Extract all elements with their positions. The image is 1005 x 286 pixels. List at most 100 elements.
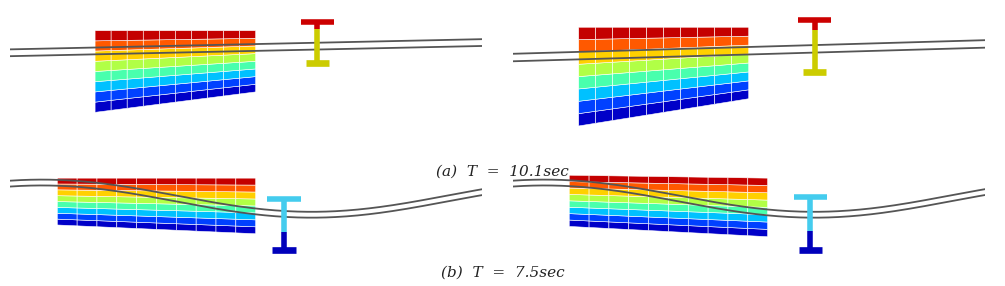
Polygon shape — [630, 71, 646, 84]
Polygon shape — [609, 182, 629, 189]
Polygon shape — [176, 217, 196, 225]
Polygon shape — [207, 63, 223, 73]
Polygon shape — [732, 45, 749, 55]
Polygon shape — [128, 40, 144, 50]
Polygon shape — [57, 219, 77, 226]
Polygon shape — [709, 191, 728, 199]
Polygon shape — [648, 190, 668, 197]
Polygon shape — [630, 104, 646, 118]
Polygon shape — [596, 109, 613, 123]
Polygon shape — [176, 178, 196, 185]
Polygon shape — [680, 57, 697, 68]
Polygon shape — [239, 38, 255, 47]
Polygon shape — [688, 226, 709, 234]
Polygon shape — [157, 178, 176, 185]
Polygon shape — [128, 68, 144, 79]
Polygon shape — [239, 31, 255, 39]
Polygon shape — [646, 49, 663, 60]
Polygon shape — [728, 178, 748, 185]
Polygon shape — [589, 188, 609, 196]
Polygon shape — [569, 214, 589, 221]
Polygon shape — [128, 31, 144, 40]
Polygon shape — [579, 51, 596, 64]
Polygon shape — [176, 224, 196, 231]
Polygon shape — [137, 178, 157, 184]
Polygon shape — [236, 226, 255, 234]
Polygon shape — [629, 196, 648, 203]
Polygon shape — [196, 191, 216, 198]
Polygon shape — [176, 65, 191, 75]
Polygon shape — [688, 191, 709, 198]
Polygon shape — [613, 95, 630, 109]
Polygon shape — [569, 182, 589, 188]
Polygon shape — [117, 190, 137, 197]
Polygon shape — [668, 211, 688, 219]
Polygon shape — [157, 191, 176, 198]
Polygon shape — [144, 31, 160, 40]
Polygon shape — [157, 204, 176, 211]
Polygon shape — [236, 178, 255, 185]
Polygon shape — [630, 93, 646, 106]
Polygon shape — [663, 48, 680, 59]
Polygon shape — [630, 82, 646, 95]
Polygon shape — [579, 111, 596, 126]
Polygon shape — [176, 48, 191, 57]
Polygon shape — [196, 225, 216, 232]
Polygon shape — [144, 40, 160, 49]
Polygon shape — [630, 27, 646, 39]
Polygon shape — [609, 196, 629, 203]
Polygon shape — [732, 36, 749, 46]
Polygon shape — [144, 67, 160, 78]
Polygon shape — [77, 208, 96, 214]
Polygon shape — [77, 214, 96, 221]
Polygon shape — [609, 222, 629, 230]
Polygon shape — [697, 37, 715, 47]
Polygon shape — [613, 73, 630, 86]
Polygon shape — [715, 37, 732, 47]
Polygon shape — [57, 213, 77, 220]
Polygon shape — [196, 178, 216, 185]
Polygon shape — [709, 177, 728, 185]
Polygon shape — [196, 185, 216, 192]
Polygon shape — [112, 79, 128, 90]
Polygon shape — [668, 204, 688, 212]
Polygon shape — [207, 80, 223, 90]
Polygon shape — [96, 190, 117, 197]
Polygon shape — [160, 39, 176, 49]
Polygon shape — [216, 198, 236, 206]
Polygon shape — [613, 50, 630, 62]
Polygon shape — [223, 70, 239, 80]
Polygon shape — [77, 178, 96, 184]
Polygon shape — [748, 178, 768, 185]
Polygon shape — [137, 197, 157, 204]
Polygon shape — [112, 89, 128, 100]
Polygon shape — [95, 90, 112, 102]
Polygon shape — [728, 199, 748, 207]
Polygon shape — [96, 208, 117, 215]
Polygon shape — [648, 217, 668, 225]
Polygon shape — [732, 90, 749, 102]
Polygon shape — [663, 79, 680, 91]
Polygon shape — [216, 178, 236, 185]
Polygon shape — [668, 177, 688, 184]
Polygon shape — [137, 216, 157, 223]
Text: (a)  T  =  10.1sec: (a) T = 10.1sec — [436, 165, 569, 178]
Polygon shape — [223, 54, 239, 63]
Polygon shape — [157, 210, 176, 217]
Polygon shape — [668, 218, 688, 226]
Polygon shape — [176, 211, 196, 218]
Polygon shape — [609, 189, 629, 196]
Polygon shape — [668, 190, 688, 198]
Polygon shape — [57, 178, 77, 184]
Polygon shape — [77, 190, 96, 196]
Polygon shape — [613, 27, 630, 39]
Polygon shape — [157, 223, 176, 230]
Polygon shape — [207, 72, 223, 81]
Polygon shape — [223, 39, 239, 47]
Polygon shape — [630, 60, 646, 73]
Polygon shape — [579, 75, 596, 89]
Polygon shape — [239, 54, 255, 62]
Polygon shape — [728, 206, 748, 214]
Polygon shape — [596, 51, 613, 63]
Polygon shape — [157, 217, 176, 224]
